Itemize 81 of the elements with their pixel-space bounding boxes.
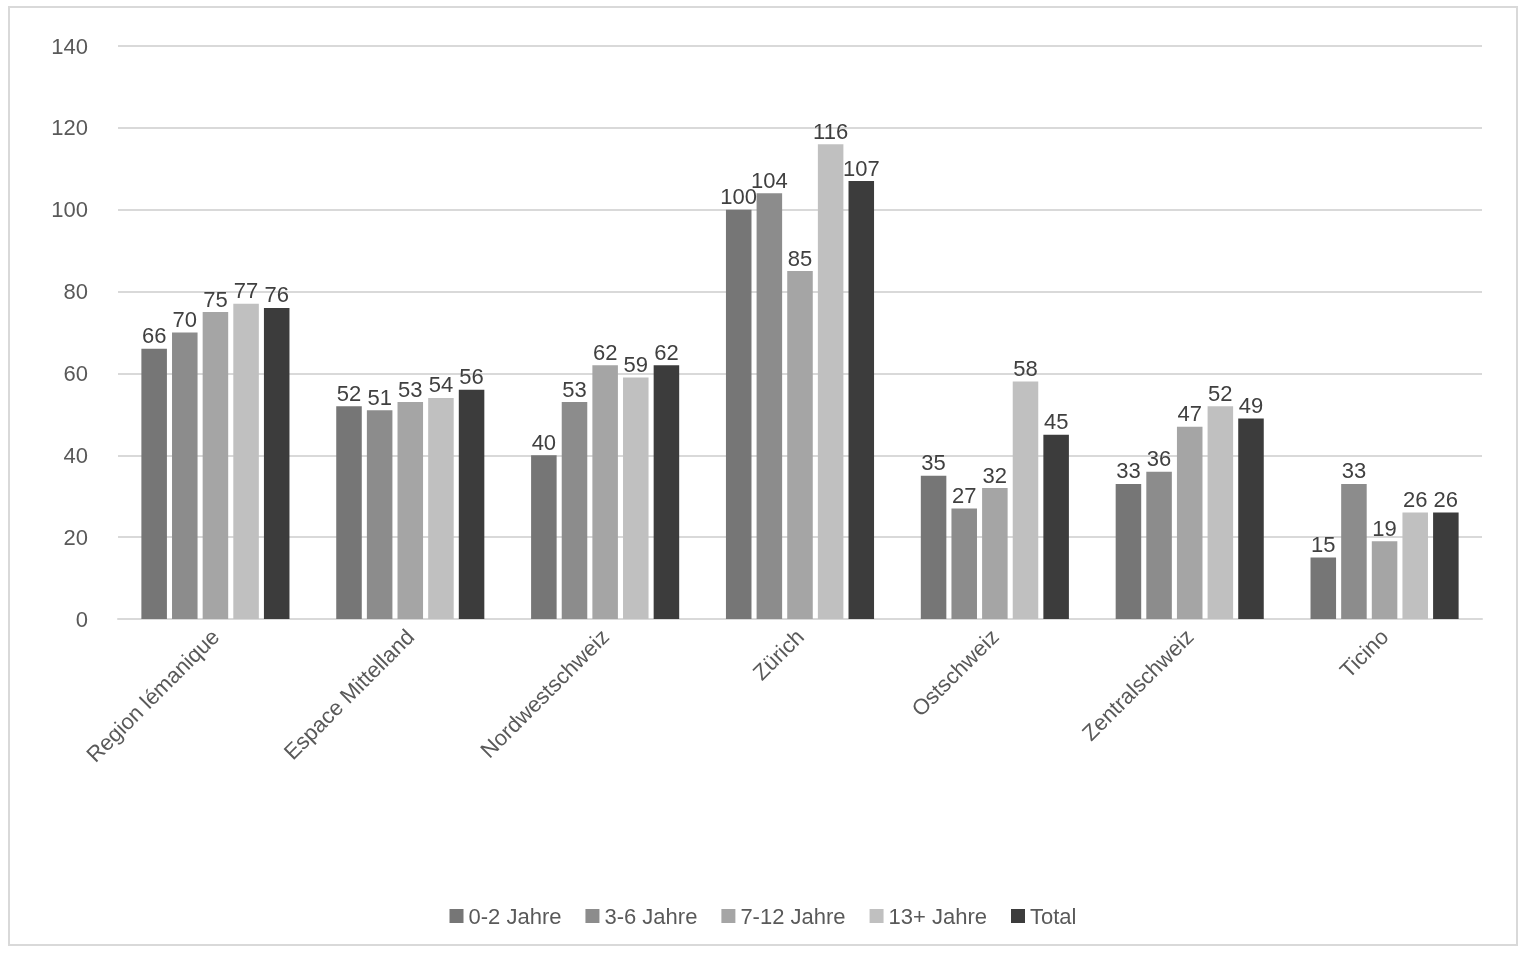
bar (141, 348, 167, 619)
data-label: 47 (1177, 401, 1202, 427)
data-label: 51 (367, 384, 392, 410)
bar (848, 181, 875, 619)
bar (951, 508, 977, 619)
bar (1310, 557, 1337, 619)
bar (653, 365, 680, 619)
data-label: 77 (233, 278, 259, 304)
data-label: 53 (398, 376, 423, 402)
bar (623, 377, 649, 619)
data-label: 35 (921, 450, 946, 476)
data-label: 75 (203, 286, 228, 312)
data-label: 40 (531, 429, 557, 455)
legend-label: Total (1030, 903, 1077, 929)
data-label: 58 (1013, 356, 1038, 382)
legend-label: 13+ Jahre (888, 903, 988, 929)
bar (1176, 426, 1203, 619)
bar (458, 389, 485, 619)
data-label: 19 (1372, 515, 1397, 541)
data-label: 85 (787, 245, 813, 271)
bar (1146, 471, 1172, 619)
y-tick-label: 100 (51, 197, 88, 223)
bar (1402, 512, 1428, 619)
data-label: 56 (459, 364, 484, 390)
bar (1341, 483, 1367, 619)
bar (202, 312, 229, 619)
data-label: 33 (1116, 458, 1141, 484)
data-label: 49 (1238, 392, 1264, 418)
bar (366, 410, 393, 619)
data-label: 52 (336, 380, 362, 406)
data-label: 15 (1311, 532, 1336, 558)
data-label: 62 (592, 339, 618, 365)
legend-label: 3-6 Jahre (604, 903, 698, 929)
data-label: 36 (1146, 446, 1172, 472)
y-tick-label: 140 (51, 33, 88, 59)
data-label: 26 (1433, 487, 1459, 513)
bar (1115, 483, 1142, 619)
y-tick-label: 80 (63, 279, 88, 305)
data-label: 32 (982, 462, 1008, 488)
bar (817, 144, 844, 619)
bar (336, 406, 362, 619)
y-tick-label: 60 (63, 360, 88, 386)
y-tick-label: 40 (63, 442, 88, 468)
bar (1238, 418, 1264, 619)
y-tick-label: 0 (75, 606, 88, 632)
data-label: 26 (1402, 487, 1428, 513)
data-label: 45 (1043, 409, 1069, 435)
data-label: 76 (264, 282, 289, 308)
bar (725, 209, 752, 619)
bar (756, 193, 783, 619)
bar (561, 402, 588, 619)
data-label: 107 (842, 155, 880, 181)
data-label: 59 (623, 352, 649, 378)
bar (531, 455, 557, 619)
legend-label: 7-12 Jahre (740, 903, 846, 929)
bar (1371, 541, 1398, 619)
bar (920, 475, 947, 619)
data-label: 62 (654, 339, 679, 365)
bar (1043, 434, 1069, 619)
bar (263, 307, 290, 619)
data-label: 70 (172, 307, 198, 332)
data-label: 27 (951, 482, 977, 508)
data-label: 66 (141, 323, 167, 349)
data-label: 54 (428, 372, 454, 398)
bar (233, 303, 259, 619)
bar (1433, 512, 1459, 619)
y-tick-label: 120 (51, 115, 88, 141)
legend-label: 0-2 Jahre (468, 903, 562, 929)
bar (428, 397, 454, 619)
data-label: 53 (562, 376, 587, 402)
bar (787, 271, 813, 619)
y-tick-label: 20 (63, 524, 88, 550)
data-label: 52 (1208, 380, 1233, 406)
bar (592, 365, 618, 619)
bar (172, 332, 198, 619)
bar (1207, 406, 1234, 619)
bar (1012, 381, 1039, 619)
data-label: 33 (1341, 458, 1367, 484)
bar (397, 402, 424, 619)
data-label: 116 (813, 118, 849, 144)
bar (982, 488, 1008, 619)
